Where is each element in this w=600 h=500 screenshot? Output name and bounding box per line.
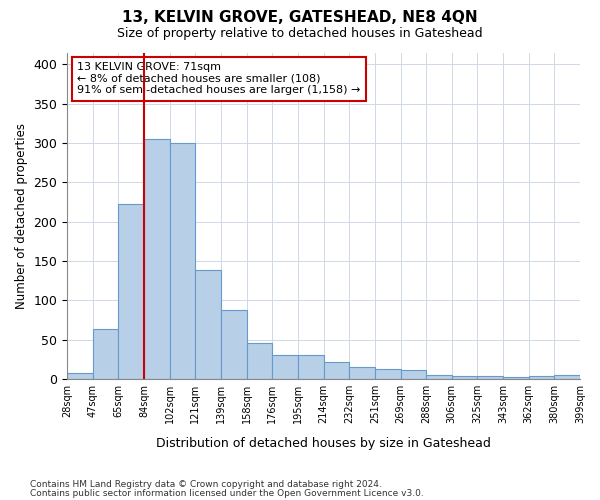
- Bar: [298, 356, 323, 379]
- Text: Size of property relative to detached houses in Gateshead: Size of property relative to detached ho…: [117, 28, 483, 40]
- Bar: [272, 356, 298, 379]
- Bar: [323, 362, 349, 379]
- Bar: [221, 310, 247, 379]
- Bar: [349, 367, 375, 379]
- Bar: [426, 375, 452, 379]
- Bar: [170, 143, 196, 379]
- Bar: [247, 342, 272, 379]
- Bar: [375, 368, 401, 379]
- Bar: [144, 139, 170, 379]
- Bar: [529, 376, 554, 379]
- Text: Contains HM Land Registry data © Crown copyright and database right 2024.: Contains HM Land Registry data © Crown c…: [30, 480, 382, 489]
- Bar: [118, 204, 144, 379]
- Text: 13, KELVIN GROVE, GATESHEAD, NE8 4QN: 13, KELVIN GROVE, GATESHEAD, NE8 4QN: [122, 10, 478, 25]
- X-axis label: Distribution of detached houses by size in Gateshead: Distribution of detached houses by size …: [156, 437, 491, 450]
- Bar: [452, 376, 478, 379]
- Bar: [196, 270, 221, 379]
- Text: 13 KELVIN GROVE: 71sqm
← 8% of detached houses are smaller (108)
91% of semi-det: 13 KELVIN GROVE: 71sqm ← 8% of detached …: [77, 62, 361, 96]
- Text: Contains public sector information licensed under the Open Government Licence v3: Contains public sector information licen…: [30, 488, 424, 498]
- Bar: [93, 330, 118, 379]
- Bar: [554, 375, 580, 379]
- Y-axis label: Number of detached properties: Number of detached properties: [15, 122, 28, 308]
- Bar: [401, 370, 426, 379]
- Bar: [503, 376, 529, 379]
- Bar: [478, 376, 503, 379]
- Bar: [67, 372, 93, 379]
